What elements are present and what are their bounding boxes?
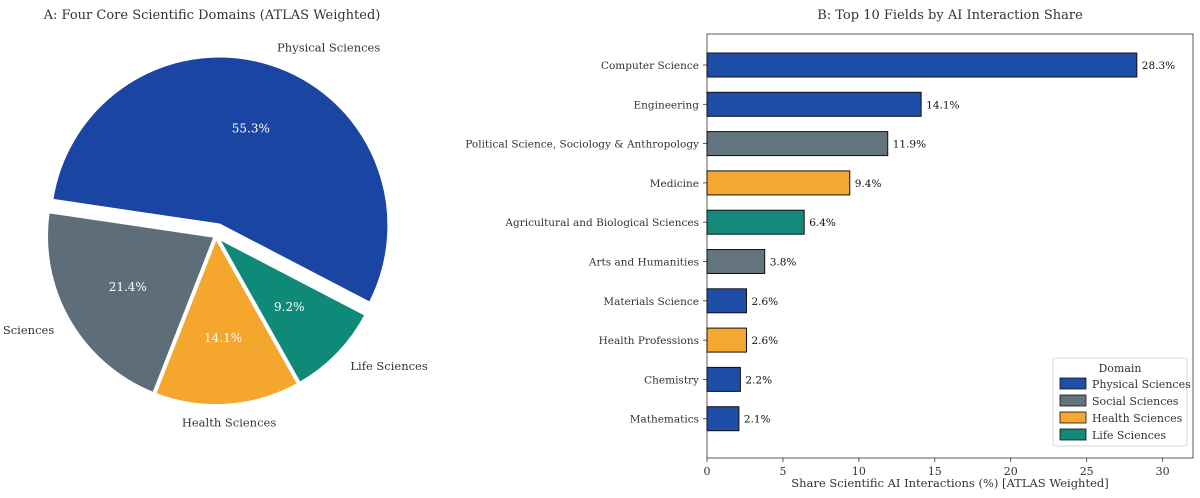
x-tick-label: 20 — [1004, 465, 1018, 478]
bar-value-label: 6.4% — [809, 217, 836, 229]
bar-value-label: 2.6% — [751, 296, 778, 308]
legend-label: Physical Sciences — [1092, 378, 1191, 391]
bar-mathematics — [706, 406, 740, 432]
x-tick-label: 10 — [852, 465, 866, 478]
legend-box — [1052, 357, 1188, 447]
bar-chemistry — [706, 366, 741, 392]
bar-engineering — [706, 91, 922, 117]
bar-value-label: 28.3% — [1142, 60, 1175, 72]
y-tick-label: Computer Science — [601, 60, 699, 72]
bar-computer-science — [706, 52, 1138, 78]
x-axis-label: Share Scientific AI Interactions (%) [AT… — [791, 476, 1109, 490]
plot-area-frame — [706, 33, 1194, 459]
y-tick-label: Materials Science — [603, 296, 699, 308]
x-tick-label: 5 — [779, 465, 786, 478]
pie-value-label: 14.1% — [204, 331, 242, 345]
bar-value-label: 3.8% — [770, 257, 797, 269]
legend-swatch-health-sciences — [1059, 411, 1087, 424]
bar-value-label: 9.4% — [855, 178, 882, 190]
y-tick-label: Engineering — [633, 99, 699, 111]
legend-swatch-physical-sciences — [1059, 377, 1087, 390]
y-tick-label: Mathematics — [630, 414, 699, 426]
x-tick-label: 0 — [704, 465, 711, 478]
pie-value-label: 21.4% — [109, 280, 147, 294]
pie-category-label: Physical Sciences — [277, 41, 380, 55]
legend-swatch-social-sciences — [1059, 394, 1087, 407]
y-tick-label: Chemistry — [644, 374, 699, 386]
legend-swatch-life-sciences — [1059, 428, 1087, 441]
pie-value-label: 9.2% — [274, 300, 305, 314]
pie-panel: A: Four Core Scientific Domains (ATLAS W… — [0, 8, 428, 430]
bar-value-label: 2.2% — [745, 374, 772, 386]
pie-slice-health-sciences — [152, 234, 302, 408]
y-tick-label: Medicine — [650, 178, 699, 190]
y-tick-label: Health Professions — [599, 335, 699, 347]
bar-value-label: 14.1% — [926, 99, 959, 111]
pie-slice-social-sciences — [44, 209, 218, 397]
bar-value-label: 11.9% — [893, 139, 926, 151]
bar-political-science-sociology-anthropology — [706, 131, 889, 157]
legend-label: Life Sciences — [1092, 429, 1166, 442]
bar-value-label: 2.6% — [751, 335, 778, 347]
legend-title: Domain — [1098, 362, 1141, 375]
x-tick-label: 15 — [928, 465, 942, 478]
bar-agricultural-and-biological-sciences — [706, 209, 805, 235]
y-tick-label: Arts and Humanities — [588, 257, 699, 269]
pie-slice-life-sciences — [214, 234, 369, 387]
bar-chart-title: B: Top 10 Fields by AI Interaction Share — [817, 8, 1083, 23]
bar-health-professions — [706, 327, 747, 353]
y-tick-label: Agricultural and Biological Sciences — [504, 217, 699, 229]
x-tick-label: 30 — [1156, 465, 1170, 478]
bar-medicine — [706, 170, 851, 196]
legend-label: Social Sciences — [1092, 395, 1179, 408]
pie-category-label: Social Sciences — [0, 323, 54, 337]
pie-category-label: Health Sciences — [182, 416, 277, 430]
pie-value-label: 55.3% — [232, 122, 270, 136]
y-tick-label: Political Science, Sociology & Anthropol… — [465, 139, 699, 151]
legend: Domain Physical Sciences Social Sciences H… — [1052, 357, 1191, 447]
bar-value-label: 2.1% — [744, 414, 771, 426]
bar-arts-and-humanities — [706, 249, 766, 274]
bar-panel: B: Top 10 Fields by AI Interaction Share… — [465, 8, 1194, 490]
pie-category-label: Life Sciences — [350, 359, 427, 373]
pie-slice-physical-sciences — [49, 53, 392, 307]
legend-label: Health Sciences — [1092, 412, 1183, 425]
pie-chart-title: A: Four Core Scientific Domains (ATLAS W… — [43, 8, 381, 23]
x-tick-label: 25 — [1080, 465, 1094, 478]
bar-materials-science — [706, 288, 747, 314]
